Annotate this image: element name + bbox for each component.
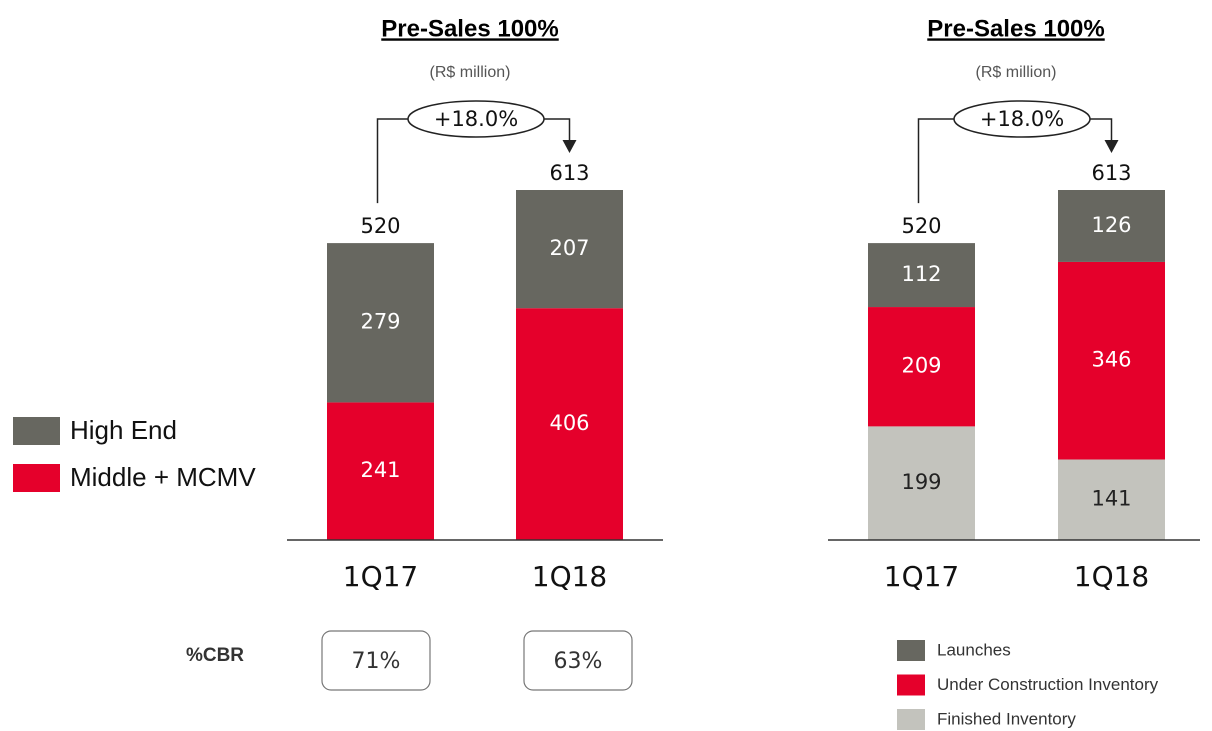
growth-ellipse (407, 100, 545, 138)
legend-label: Finished Inventory (937, 709, 1076, 728)
legend-swatch (13, 464, 60, 492)
x-tick-label: 1Q17 (343, 560, 418, 593)
legend-label: Launches (937, 640, 1011, 659)
legend-swatch (897, 674, 925, 696)
data-label: 346 (1091, 348, 1131, 372)
data-label: 241 (360, 458, 400, 482)
data-label: 199 (901, 470, 941, 494)
bar-segment (516, 308, 623, 540)
legend-swatch (897, 640, 925, 661)
bar-segment (868, 307, 975, 427)
growth-ellipse (953, 100, 1091, 138)
cbr-value: 63% (554, 649, 603, 674)
bar-segment (1058, 261, 1165, 460)
bar-segment (868, 426, 975, 540)
cbr-label: %CBR (186, 645, 244, 666)
legend-label: High End (70, 415, 177, 445)
data-label: 141 (1091, 487, 1131, 511)
legend-swatch (13, 417, 60, 445)
growth-label: +18.0% (980, 107, 1064, 131)
legend-swatch (897, 709, 925, 730)
cbr-box (523, 630, 633, 691)
data-label: 279 (360, 310, 400, 334)
chart-title: Pre-Sales 100% (927, 15, 1104, 42)
data-label: 207 (549, 236, 589, 260)
cbr-value: 71% (352, 649, 401, 674)
chart-subtitle: (R$ million) (976, 64, 1057, 81)
total-label: 613 (549, 161, 589, 185)
bar-segment (1058, 190, 1165, 262)
total-label: 520 (901, 214, 941, 238)
bar-segment (327, 402, 434, 540)
x-tick-label: 1Q17 (884, 560, 959, 593)
total-label: 613 (1091, 161, 1131, 185)
bar-segment (327, 243, 434, 403)
x-tick-label: 1Q18 (1074, 560, 1149, 593)
data-label: 209 (901, 354, 941, 378)
bar-segment (1058, 459, 1165, 540)
growth-arrowhead (1104, 140, 1119, 153)
x-tick-label: 1Q18 (532, 560, 607, 593)
legend-label: Under Construction Inventory (937, 675, 1159, 694)
growth-label: +18.0% (434, 107, 518, 131)
chart-subtitle: (R$ million) (430, 64, 511, 81)
data-label: 406 (549, 411, 589, 435)
data-label: 112 (901, 262, 941, 286)
growth-arrowhead (562, 140, 577, 153)
bar-segment (868, 243, 975, 308)
legend-label: Middle + MCMV (70, 462, 256, 492)
cbr-box (321, 630, 431, 691)
chart-title: Pre-Sales 100% (381, 15, 558, 42)
bar-segment (516, 190, 623, 309)
data-label: 126 (1091, 213, 1131, 237)
total-label: 520 (360, 214, 400, 238)
